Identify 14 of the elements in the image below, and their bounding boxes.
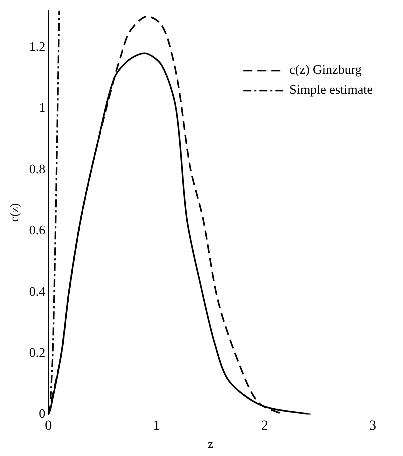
y-tick-label: 1.2 [29,38,46,54]
x-tick-label: 3 [370,418,376,434]
x-axis-title: z [208,436,214,451]
y-tick-label: 0.8 [29,161,46,176]
legend-label: Simple estimate [290,82,374,98]
y-axis-title: c(z) [7,203,22,222]
y-tick-label: 0.6 [29,222,46,238]
x-tick-label: 2 [261,418,268,434]
legend-label: c(z) Ginzburg [290,62,362,78]
y-tick-label: 0.4 [29,284,46,299]
x-tick-label: 1 [153,418,160,434]
y-tick-label: 1 [39,100,46,116]
y-tick-label: 0.2 [29,345,46,360]
y-tick-label: 0 [39,406,46,422]
